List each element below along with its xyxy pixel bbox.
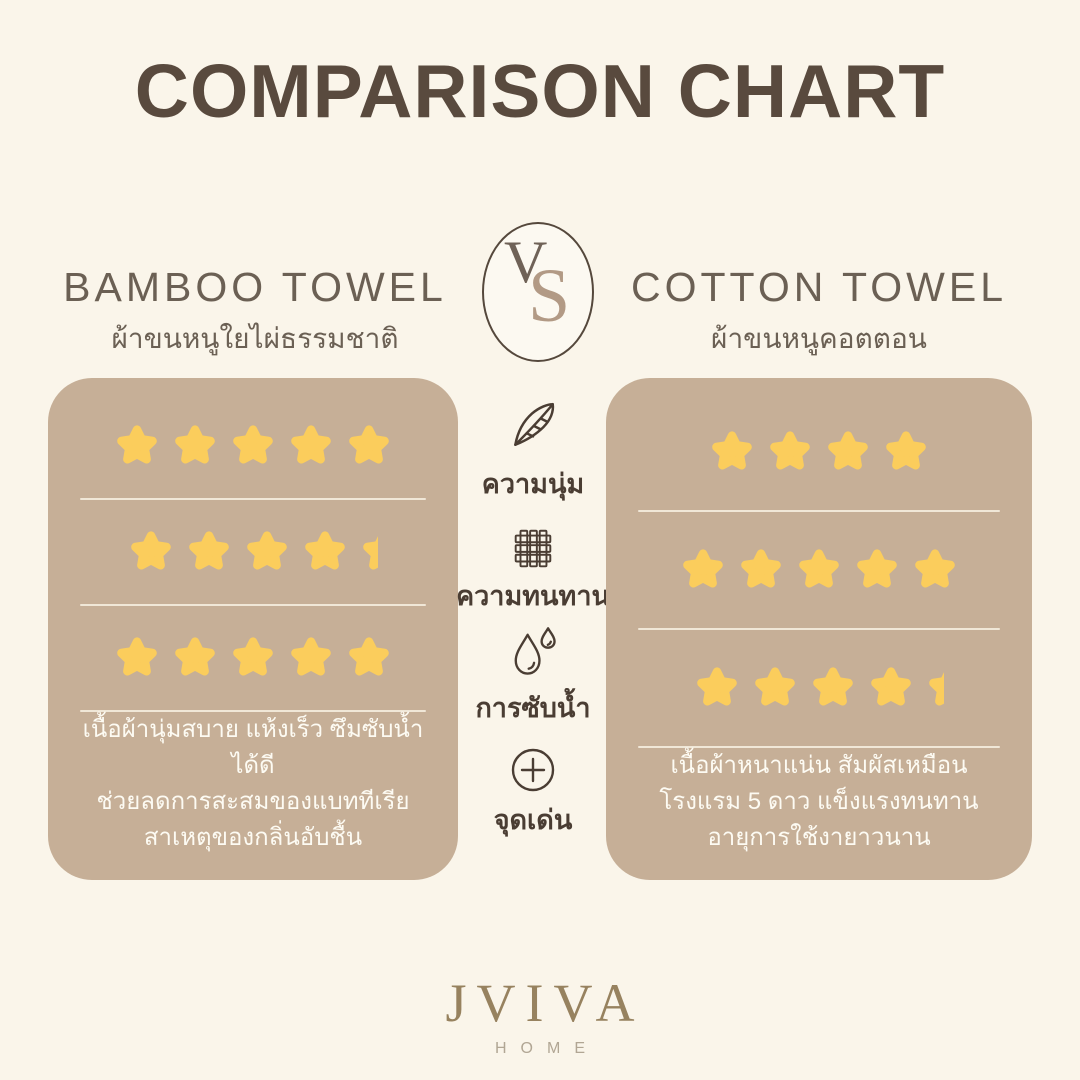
- right-product-name: COTTON TOWEL: [630, 264, 1008, 310]
- star-icon: [697, 667, 737, 706]
- criteria-label-durability: ความทนทาน: [456, 581, 610, 611]
- left-softness-rating: [70, 394, 436, 498]
- brand-tagline: HOME: [495, 1040, 599, 1057]
- left-highlight-line-1: เนื้อผ้านุ่มสบาย แห้งเร็ว ซึมซับน้ำได้ดี: [82, 716, 424, 779]
- left-durability-rating: [70, 500, 436, 604]
- vs-letter-s: S: [528, 254, 571, 338]
- right-highlight-line-3: อายุการใช้งายาวนาน: [707, 824, 931, 851]
- star-icon: [247, 531, 287, 570]
- criteria-label-absorbency: การซับน้ำ: [475, 693, 591, 723]
- star-icon: [189, 531, 229, 570]
- right-softness-rating: [628, 394, 1010, 510]
- criteria-label-highlight: จุดเด่น: [493, 805, 573, 835]
- star-icon: [233, 637, 273, 676]
- star-icon: [291, 637, 331, 676]
- right-highlight-text: เนื้อผ้าหนาแน่น สัมผัสเหมือน โรงแรม 5 ดา…: [628, 748, 1010, 856]
- water-drops-icon: [458, 624, 608, 680]
- right-product-panel: เนื้อผ้าหนาแน่น สัมผัสเหมือน โรงแรม 5 ดา…: [606, 378, 1032, 880]
- right-highlight-line-2: โรงแรม 5 ดาว แข็งแรงทนทาน: [659, 788, 979, 815]
- star-icon: [712, 431, 752, 470]
- divider: [80, 710, 426, 712]
- left-highlight-text: เนื้อผ้านุ่มสบาย แห้งเร็ว ซึมซับน้ำได้ดี…: [70, 712, 436, 856]
- fabric-weave-icon: [458, 524, 608, 574]
- divider: [80, 498, 426, 500]
- star-icon: [349, 637, 389, 676]
- divider: [80, 604, 426, 606]
- right-product-subtitle: ผ้าขนหนูคอตตอน: [711, 323, 927, 354]
- vs-letter-v: V: [504, 229, 548, 295]
- partial-star-icon: [926, 666, 944, 710]
- brand-logo: JVIVA HOME: [0, 972, 1080, 1058]
- star-icon: [799, 549, 839, 588]
- star-icon: [305, 531, 345, 570]
- star-icon: [363, 536, 378, 570]
- star-icon: [813, 667, 853, 706]
- right-absorbency-rating: [628, 630, 1010, 746]
- star-icon: [291, 425, 331, 464]
- star-icon: [131, 531, 171, 570]
- star-icon: [117, 637, 157, 676]
- star-icon: [683, 549, 723, 588]
- divider: [638, 628, 1000, 630]
- right-highlight-line-1: เนื้อผ้าหนาแน่น สัมผัสเหมือน: [670, 752, 968, 779]
- star-icon: [175, 637, 215, 676]
- divider: [638, 510, 1000, 512]
- left-product-subtitle: ผ้าขนหนูใยไผ่ธรรมชาติ: [111, 323, 399, 354]
- criteria-column: ความนุ่ม ความทนทาน การซับน้ำ: [456, 378, 610, 880]
- brand-name: JVIVA: [445, 973, 645, 1033]
- star-icon: [915, 549, 955, 588]
- left-highlight-line-2: ช่วยลดการสะสมของแบททีเรีย: [96, 788, 410, 815]
- star-icon: [828, 431, 868, 470]
- star-icon: [755, 667, 795, 706]
- plus-circle-icon: [458, 744, 608, 796]
- partial-star-icon: [360, 530, 378, 574]
- star-icon: [233, 425, 273, 464]
- left-absorbency-rating: [70, 606, 436, 710]
- star-icon: [349, 425, 389, 464]
- star-icon: [117, 425, 157, 464]
- left-highlight-line-3: สาเหตุของกลิ่นอับชื้น: [143, 824, 363, 851]
- feather-icon: [458, 398, 608, 452]
- star-icon: [770, 431, 810, 470]
- star-icon: [871, 667, 911, 706]
- right-product-header: COTTON TOWEL ผ้าขนหนูคอตตอน: [594, 264, 1044, 361]
- star-icon: [175, 425, 215, 464]
- star-icon: [741, 549, 781, 588]
- star-icon: [886, 431, 926, 470]
- left-product-header: BAMBOO TOWEL ผ้าขนหนูใยไผ่ธรรมชาติ: [30, 264, 480, 361]
- criteria-label-softness: ความนุ่ม: [481, 469, 585, 499]
- star-icon: [857, 549, 897, 588]
- star-icon: [929, 672, 944, 706]
- divider: [638, 746, 1000, 748]
- vs-badge: V S: [482, 222, 594, 362]
- right-durability-rating: [628, 512, 1010, 628]
- left-product-panel: เนื้อผ้านุ่มสบาย แห้งเร็ว ซึมซับน้ำได้ดี…: [48, 378, 458, 880]
- left-product-name: BAMBOO TOWEL: [63, 264, 447, 310]
- page-title: COMPARISON CHART: [134, 49, 946, 133]
